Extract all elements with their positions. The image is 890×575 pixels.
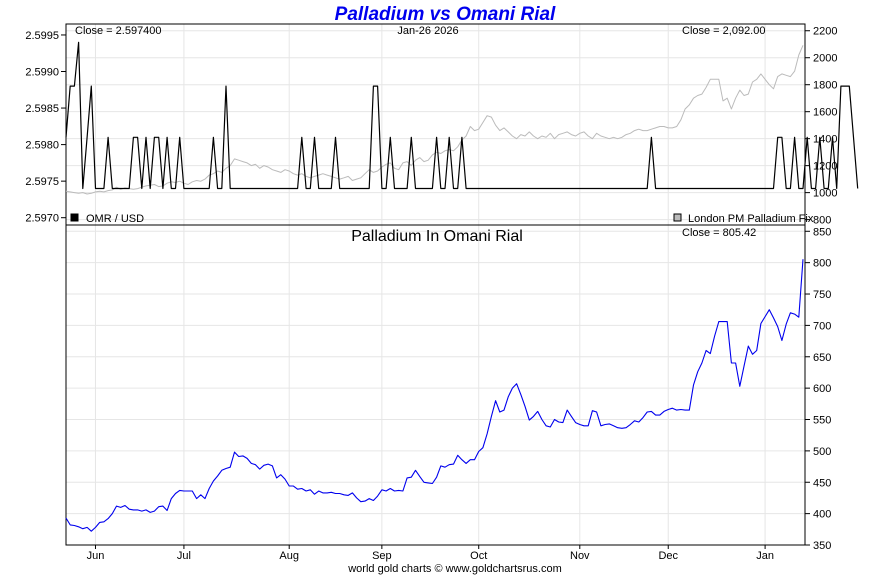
top-left-tick-label: 2.5980 (25, 140, 59, 152)
top-right-tick-label: 1600 (813, 107, 837, 119)
bottom-right-tick-label: 400 (813, 509, 831, 521)
x-tick-label: Oct (470, 550, 487, 562)
top-date-label: Jan-26 2026 (397, 25, 458, 37)
bottom-right-tick-label: 350 (813, 540, 831, 552)
top-right-close-label: Close = 2,092.00 (682, 25, 765, 37)
chart-title: Palladium vs Omani Rial (335, 4, 556, 25)
top-left-tick-label: 2.5990 (25, 67, 59, 79)
bottom-close-label: Close = 805.42 (682, 227, 756, 239)
legend-swatch-palladium-fix (673, 213, 682, 222)
bottom-panel-frame (65, 224, 806, 546)
x-tick-label: Jun (87, 550, 105, 562)
bottom-right-tick-label: 500 (813, 446, 831, 458)
x-tick-label: Aug (279, 550, 299, 562)
top-left-tick-label: 2.5995 (25, 30, 59, 42)
top-right-tick-label: 1000 (813, 188, 837, 200)
x-tick-label: Jan (756, 550, 774, 562)
bottom-right-axis: 850 800 750 700 650 600 550 500 450 400 350 (805, 226, 831, 552)
top-left-tick-label: 2.5985 (25, 103, 59, 115)
top-right-tick-label: 2000 (813, 53, 837, 65)
bottom-right-tick-label: 650 (813, 352, 831, 364)
top-left-axis: 2.5995 2.5990 2.5985 2.5980 2.5975 2.5970 (25, 30, 66, 225)
omr-usd-series-line (65, 41, 859, 190)
legend-label-palladium-fix: London PM Palladium Fix (688, 213, 814, 225)
palladium-omr-series-line (65, 259, 804, 532)
bottom-panel-series (65, 259, 804, 532)
x-tick-label: Jul (177, 550, 191, 562)
top-panel-grid (66, 24, 805, 225)
bottom-right-tick-label: 800 (813, 258, 831, 270)
bottom-right-tick-label: 850 (813, 226, 831, 238)
palladium-fix-series-line (65, 45, 804, 195)
top-right-axis: 2200 2000 1800 1600 1400 1200 1000 800 (805, 26, 837, 227)
legend-swatch-omr-usd (70, 213, 79, 222)
top-left-tick-label: 2.5970 (25, 213, 59, 225)
x-tick-label: Nov (570, 550, 590, 562)
top-left-tick-label: 2.5975 (25, 176, 59, 188)
top-right-tick-label: 1800 (813, 80, 837, 92)
bottom-right-tick-label: 450 (813, 477, 831, 489)
bottom-panel-title: Palladium In Omani Rial (351, 228, 523, 245)
top-left-close-label: Close = 2.597400 (75, 25, 162, 37)
bottom-right-tick-label: 750 (813, 289, 831, 301)
bottom-right-tick-label: 700 (813, 320, 831, 332)
top-right-tick-label: 1400 (813, 134, 837, 146)
x-tick-label: Sep (372, 550, 392, 562)
x-tick-label: Dec (658, 550, 678, 562)
bottom-right-tick-label: 550 (813, 415, 831, 427)
top-right-tick-label: 1200 (813, 161, 837, 173)
top-right-tick-label: 2200 (813, 26, 837, 38)
bottom-right-tick-label: 600 (813, 383, 831, 395)
top-right-tick-label: 800 (813, 215, 831, 227)
legend-label-omr-usd: OMR / USD (86, 213, 144, 225)
x-axis: Jun Jul Aug Sep Oct Nov Dec Jan (87, 545, 774, 562)
top-panel-series (65, 41, 859, 195)
footer-credit: world gold charts © www.goldchartsrus.co… (347, 563, 562, 575)
